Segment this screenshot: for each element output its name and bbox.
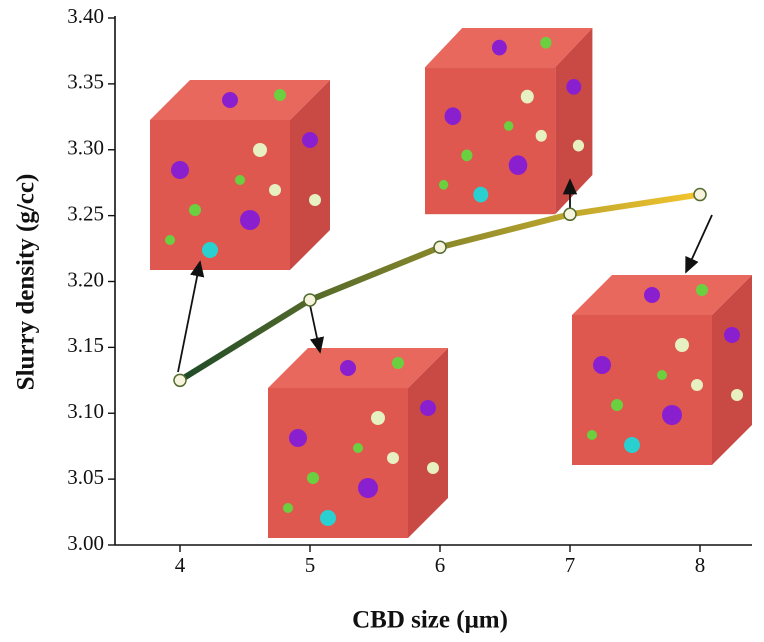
arrow	[310, 305, 320, 352]
x-tick-label: 6	[435, 553, 446, 577]
data-point	[174, 374, 186, 386]
data-point	[564, 208, 576, 220]
data-point	[434, 241, 446, 253]
cube-image	[425, 28, 592, 214]
y-tick-label: 3.05	[67, 465, 104, 489]
y-tick-label: 3.20	[67, 267, 104, 291]
data-point	[304, 294, 316, 306]
x-tick-label: 7	[565, 553, 576, 577]
data-point	[694, 189, 706, 201]
arrow	[686, 215, 712, 272]
y-tick-label: 3.30	[67, 136, 104, 160]
cube-image	[268, 348, 448, 538]
chart: CBD size (μm) Slurry density (g/cc) 3.00…	[0, 0, 764, 642]
y-tick-label: 3.25	[67, 201, 104, 225]
x-tick-label: 4	[175, 553, 186, 577]
x-tick-label: 8	[695, 553, 706, 577]
x-tick-label: 5	[305, 553, 316, 577]
cube-image	[572, 275, 752, 465]
y-axis-title: Slurry density (g/cc)	[13, 174, 40, 391]
y-tick-label: 3.10	[67, 399, 104, 423]
y-tick-label: 3.40	[67, 4, 104, 28]
cube-image	[150, 80, 330, 270]
y-tick-label: 3.15	[67, 333, 104, 357]
y-tick-label: 3.35	[67, 70, 104, 94]
arrow	[178, 262, 200, 372]
x-axis-title: CBD size (μm)	[352, 607, 508, 634]
y-tick-label: 3.00	[67, 531, 104, 555]
